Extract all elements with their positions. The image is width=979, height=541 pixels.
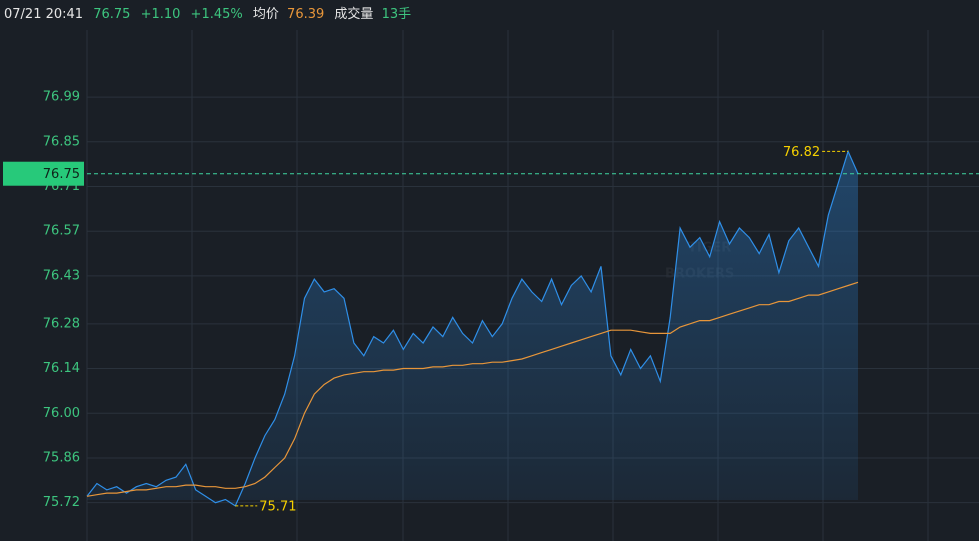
min-label: 75.71 <box>259 499 296 514</box>
change: +1.10 <box>141 7 181 22</box>
line <box>86 281 859 497</box>
y-tick-label: 76.28 <box>43 316 80 331</box>
y-tick-label: 76.57 <box>43 224 80 239</box>
y-tick-label: 76.14 <box>43 361 80 376</box>
avg-label: 均价 <box>253 7 279 22</box>
volume-label: 成交量 <box>334 6 373 22</box>
last-price-box <box>3 161 84 186</box>
header-line: 07/21 20:41 76.75 +1.10 +1.45% 均价 76.39 … <box>4 6 411 22</box>
line <box>86 149 859 507</box>
area <box>87 151 858 506</box>
y-tick-label: 75.72 <box>43 495 80 510</box>
y-tick-label: 76.00 <box>43 406 80 421</box>
y-tick-label: 76.99 <box>43 90 80 105</box>
y-tick-label: 76.85 <box>43 134 80 149</box>
header: 07/21 20:41 76.75 +1.10 +1.45% 均价 76.39 … <box>4 6 411 22</box>
change-pct: +1.45% <box>191 7 243 22</box>
y-tick-label: 76.43 <box>43 268 80 283</box>
time: 07/21 20:41 <box>4 7 83 22</box>
last-price-label: 76.75 <box>43 167 80 182</box>
max-label: 76.82 <box>783 145 820 160</box>
volume: 13手 <box>382 7 412 22</box>
avg: 76.39 <box>287 7 324 22</box>
y-tick-label: 75.86 <box>43 450 80 465</box>
price: 76.75 <box>93 7 130 22</box>
